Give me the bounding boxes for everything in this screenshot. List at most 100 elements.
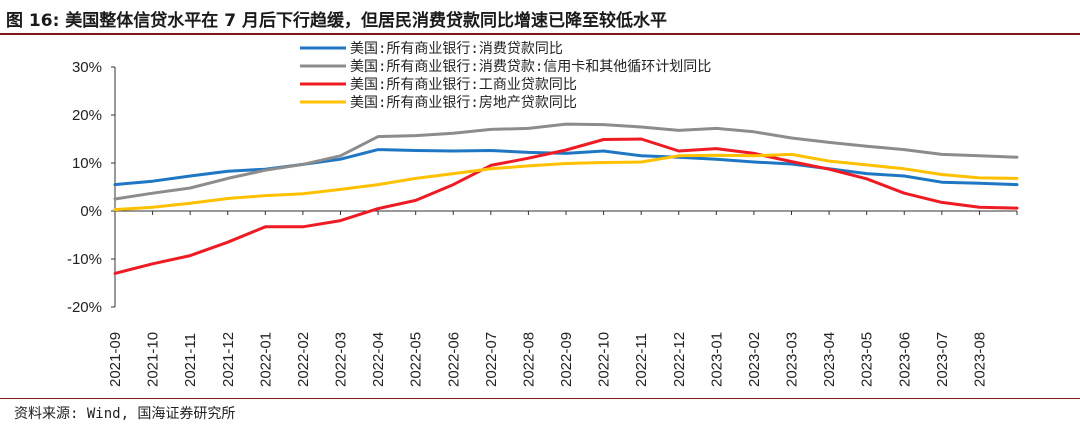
x-tick-label: 2022-09 (558, 332, 575, 387)
figure-title: 图 16: 美国整体信贷水平在 7 月后下行趋缓，但居民消费贷款同比增速已降至较… (6, 11, 667, 31)
data-point (301, 225, 305, 228)
y-tick-label: -20% (67, 299, 102, 316)
data-point (602, 138, 605, 141)
data-point (790, 162, 793, 166)
legend-label-4: 美国:所有商业银行:房地产贷款同比 (350, 95, 577, 111)
data-point (940, 173, 943, 176)
data-point (564, 122, 568, 126)
x-tick-label: 2021-10 (145, 332, 162, 387)
data-point (940, 181, 943, 184)
data-point (226, 197, 229, 200)
line-chart: 30% 20% 10% 0% -10% -20% 2021-09 2021-10 2021-11… (67, 41, 1019, 387)
data-point (226, 170, 229, 173)
data-point (151, 180, 154, 183)
data-point (865, 177, 868, 180)
data-point (640, 160, 643, 164)
series-line-2 (113, 122, 1019, 201)
footer-divider (0, 398, 1080, 399)
data-point (452, 172, 455, 175)
data-point (940, 201, 943, 204)
figure-title-bar: 图 16: 美国整体信贷水平在 7 月后下行趋缓，但居民消费贷款同比增速已降至较… (0, 0, 1080, 34)
data-point (715, 147, 718, 150)
data-point (564, 148, 568, 152)
data-point (978, 206, 981, 209)
data-point (677, 129, 680, 132)
x-tick-label: 2023-05 (859, 332, 876, 387)
data-point (376, 135, 380, 138)
data-point (978, 154, 981, 157)
data-point (189, 254, 192, 257)
data-point (640, 137, 643, 141)
data-point (903, 148, 906, 151)
data-point (113, 183, 117, 186)
data-point (903, 167, 906, 170)
data-point (301, 192, 305, 195)
data-point (452, 183, 455, 186)
data-point (189, 174, 192, 178)
data-point (715, 158, 718, 161)
data-point (339, 188, 342, 191)
data-point (865, 145, 868, 148)
data-point (339, 154, 342, 157)
data-point (414, 177, 417, 180)
legend-label-1: 美国:所有商业银行:消费贷款同比 (350, 41, 563, 57)
data-point (827, 168, 831, 171)
y-tick-label: -10% (67, 251, 102, 268)
data-point (865, 163, 868, 167)
data-point (865, 172, 868, 175)
series-line-3 (113, 137, 1019, 275)
x-tick-label: 2021-11 (182, 333, 199, 387)
data-point (151, 192, 154, 195)
data-point (752, 160, 756, 164)
data-point (527, 157, 530, 160)
data-point (752, 154, 756, 157)
data-point (827, 159, 831, 163)
x-tick-label: 2022-12 (671, 332, 688, 387)
data-point (527, 127, 530, 130)
data-point (489, 149, 492, 152)
data-point (790, 160, 793, 163)
data-point (640, 154, 643, 157)
data-point (527, 164, 530, 168)
y-tick-label: 30% (72, 59, 102, 76)
data-point (640, 125, 643, 129)
x-tick-label: 2023-03 (784, 332, 801, 387)
x-tick-label: 2022-08 (520, 332, 537, 387)
data-point (226, 177, 229, 180)
data-point (264, 225, 267, 228)
data-point (903, 174, 906, 178)
data-point (452, 132, 455, 135)
x-tick-label: 2021-09 (107, 332, 124, 387)
data-point (602, 123, 605, 126)
data-point (339, 219, 342, 222)
data-point (414, 149, 417, 152)
x-tick-label: 2022-10 (596, 332, 613, 387)
x-tick-label: 2022-07 (483, 332, 500, 387)
data-point (414, 134, 417, 137)
data-point (1015, 206, 1019, 210)
data-point (1015, 177, 1019, 180)
data-point (752, 130, 756, 133)
data-point (452, 149, 455, 153)
data-point (1015, 156, 1019, 159)
x-tick-label: 2022-01 (257, 332, 274, 387)
data-point (978, 182, 981, 185)
data-point (602, 149, 605, 153)
data-point (189, 202, 192, 205)
data-point (677, 149, 680, 153)
title-divider (0, 33, 1080, 35)
x-tick-label: 2022-06 (445, 332, 462, 387)
x-tick-label: 2023-02 (746, 332, 763, 387)
data-point (790, 153, 793, 156)
data-point (376, 183, 380, 186)
legend-label-2: 美国:所有商业银行:消费贷款:信用卡和其他循环计划同比 (350, 59, 711, 75)
data-point (226, 241, 229, 244)
data-point (339, 158, 342, 161)
data-point (903, 192, 906, 195)
data-point (564, 152, 568, 155)
data-point (151, 206, 154, 209)
data-point (602, 161, 605, 164)
data-point (715, 154, 718, 157)
data-point (489, 128, 492, 131)
data-point (113, 272, 117, 275)
